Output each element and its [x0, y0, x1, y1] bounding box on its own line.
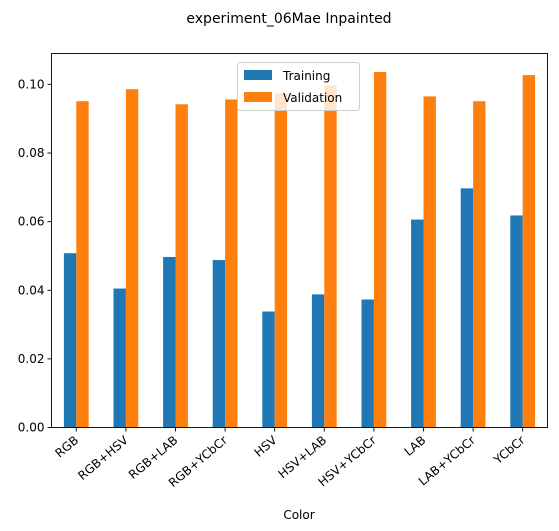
- bar-validation-lab: [423, 96, 436, 428]
- bar-training-hsv-ycbcr: [361, 299, 374, 428]
- bar-validation-ycbcr: [522, 75, 536, 428]
- legend-swatch-training: [244, 70, 272, 80]
- bar-validation-hsv-ycbcr: [373, 72, 387, 428]
- y-tick-label: 0.00: [18, 421, 45, 435]
- bars-group: [63, 72, 536, 428]
- x-tick-label: LAB: [401, 433, 428, 459]
- bar-validation-rgb-lab: [175, 104, 188, 428]
- bar-training-hsv-lab: [311, 294, 325, 428]
- bar-training-rgb: [63, 253, 77, 428]
- x-tick-label: YCbCr: [490, 433, 527, 468]
- bar-training-hsv: [262, 311, 275, 428]
- bar-training-rgb-hsv: [113, 288, 126, 428]
- y-axis: 0.00 0.02 0.04 0.06 0.08 0.10: [18, 77, 52, 435]
- bar-training-ycbcr: [510, 215, 523, 428]
- legend-swatch-validation: [244, 92, 272, 102]
- y-tick-label: 0.02: [18, 352, 45, 366]
- y-tick-label: 0.08: [18, 146, 45, 160]
- y-tick-label: 0.06: [18, 215, 45, 229]
- bar-training-rgb-lab: [163, 256, 176, 428]
- bar-validation-rgb: [76, 101, 89, 428]
- bar-validation-hsv: [274, 93, 288, 428]
- x-axis-label: Color: [283, 508, 314, 522]
- chart-title: experiment_06Mae Inpainted: [186, 11, 391, 27]
- x-tick-label: RGB: [52, 433, 81, 460]
- y-tick-label: 0.04: [18, 283, 45, 297]
- legend-label-validation: Validation: [283, 91, 342, 105]
- plot-frame: [51, 53, 548, 428]
- bar-training-lab: [411, 219, 424, 428]
- bar-training-lab-ycbcr: [460, 188, 474, 428]
- bar-validation-rgb-hsv: [125, 89, 139, 428]
- bar-validation-hsv-lab: [324, 85, 337, 428]
- bar-validation-lab-ycbcr: [473, 101, 486, 428]
- y-tick-label: 0.10: [18, 77, 45, 91]
- legend: Training Validation: [237, 62, 360, 111]
- x-tick-label: RGB+HSV: [75, 433, 131, 483]
- bar-validation-rgb-ycbcr: [225, 99, 238, 428]
- x-tick-label: HSV: [252, 433, 281, 460]
- bar-training-rgb-ycbcr: [212, 260, 226, 428]
- legend-label-training: Training: [282, 69, 330, 83]
